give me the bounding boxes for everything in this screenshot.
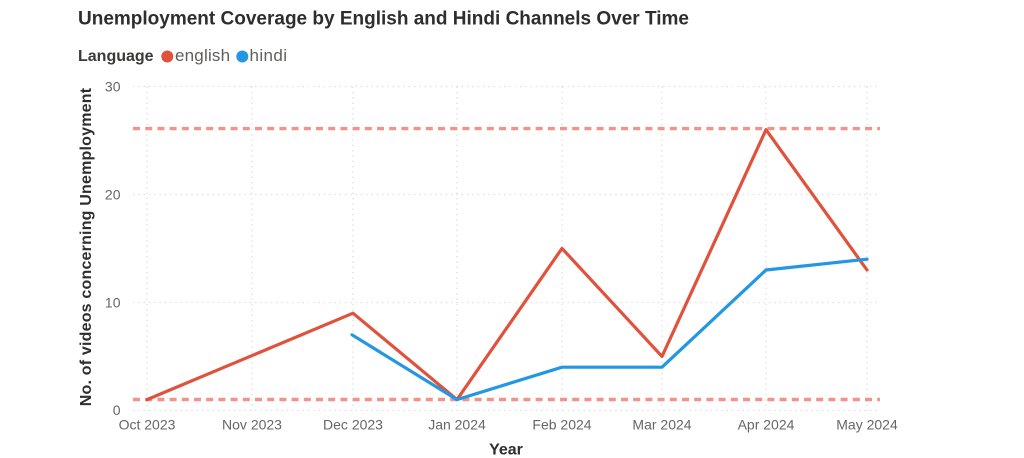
svg-text:Year: Year: [489, 442, 523, 458]
svg-text:0: 0: [113, 402, 121, 418]
svg-text:Jan 2024: Jan 2024: [428, 417, 486, 433]
svg-text:No. of videos concerning Unemp: No. of videos concerning Unemployment: [78, 87, 95, 406]
svg-text:Feb 2024: Feb 2024: [532, 417, 591, 433]
svg-text:english: english: [175, 46, 230, 65]
svg-text:20: 20: [105, 186, 121, 202]
svg-text:30: 30: [105, 78, 121, 94]
svg-text:10: 10: [105, 294, 121, 310]
svg-text:Oct 2023: Oct 2023: [119, 417, 176, 433]
svg-text:Mar 2024: Mar 2024: [632, 417, 691, 433]
svg-text:Nov 2023: Nov 2023: [222, 417, 282, 433]
svg-text:Language: Language: [78, 48, 154, 65]
svg-text:hindi: hindi: [250, 46, 288, 65]
svg-text:Dec 2023: Dec 2023: [323, 417, 383, 433]
svg-text:May 2024: May 2024: [836, 417, 898, 433]
svg-text:Unemployment Coverage by Engli: Unemployment Coverage by English and Hin…: [78, 9, 689, 30]
svg-text:Apr 2024: Apr 2024: [738, 417, 795, 433]
